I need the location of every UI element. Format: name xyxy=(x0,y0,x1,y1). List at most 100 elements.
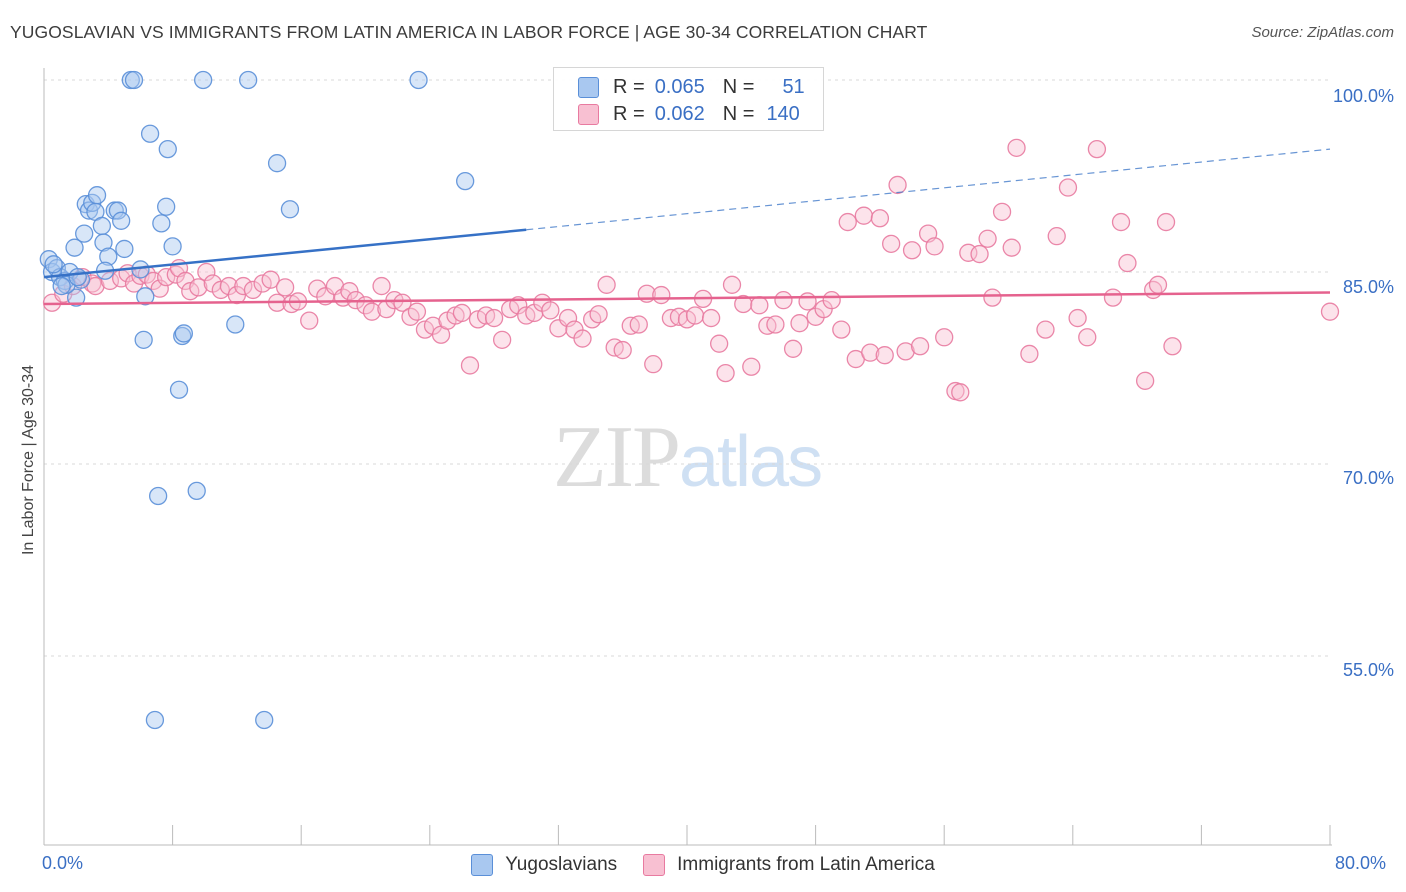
point-yugoslavian xyxy=(108,201,128,220)
point-latin-america xyxy=(861,343,880,362)
point-latin-america xyxy=(902,241,922,260)
x-tick-label-max: 80.0% xyxy=(1335,853,1387,873)
point-latin-america xyxy=(925,237,944,256)
point-latin-america xyxy=(882,234,901,253)
point-yugoslavian xyxy=(65,238,84,257)
point-latin-america xyxy=(393,293,412,312)
point-latin-america xyxy=(558,308,578,328)
point-latin-america xyxy=(685,306,705,325)
point-yugoslavian xyxy=(158,139,177,159)
point-latin-america xyxy=(750,296,769,315)
point-latin-america xyxy=(275,278,295,297)
point-latin-america xyxy=(1020,344,1039,364)
r-label: R = xyxy=(613,102,645,125)
y-tick-label-100: 100.0% xyxy=(1332,86,1394,106)
point-latin-america xyxy=(910,337,930,356)
legend-label: Yugoslavians xyxy=(505,854,618,875)
point-latin-america xyxy=(613,340,632,360)
n-label: N = xyxy=(722,102,755,125)
n-value: 51 xyxy=(782,75,805,98)
point-latin-america xyxy=(484,308,504,328)
x-tick-label-min: 0.0% xyxy=(42,853,84,873)
point-yugoslavian xyxy=(67,288,86,307)
point-latin-america xyxy=(970,244,989,264)
source-credit: Source: ZipAtlas.com xyxy=(1251,24,1394,41)
point-latin-america xyxy=(716,363,735,383)
point-latin-america xyxy=(838,212,857,232)
watermark-atlas: atlas xyxy=(679,422,823,502)
point-latin-america xyxy=(573,329,592,348)
point-yugoslavian xyxy=(456,171,475,191)
legend-item-latin-america[interactable]: Immigrants from Latin America xyxy=(643,854,935,876)
trendline-latin-america xyxy=(43,291,1331,306)
point-yugoslavian xyxy=(193,70,213,90)
point-latin-america xyxy=(822,291,841,310)
point-latin-america xyxy=(734,294,753,314)
point-yugoslavian xyxy=(174,324,194,343)
point-latin-america xyxy=(1047,227,1066,246)
y-tick-label-85: 85.0% xyxy=(1342,277,1394,297)
point-latin-america xyxy=(935,328,954,347)
point-latin-america xyxy=(629,315,648,334)
point-latin-america xyxy=(1163,337,1182,356)
point-latin-america xyxy=(1320,302,1340,321)
n-label: N = xyxy=(722,75,755,98)
point-latin-america xyxy=(978,229,997,248)
r-label: R = xyxy=(613,75,645,98)
point-yugoslavian xyxy=(44,255,63,274)
point-latin-america xyxy=(234,276,253,296)
point-yugoslavian xyxy=(157,197,176,216)
point-latin-america xyxy=(1135,371,1155,390)
point-latin-america xyxy=(1007,138,1026,157)
point-latin-america xyxy=(870,209,890,228)
point-yugoslavian xyxy=(94,233,113,252)
point-latin-america xyxy=(197,262,216,282)
point-yugoslavian xyxy=(68,267,87,287)
point-yugoslavian xyxy=(169,380,189,399)
point-latin-america xyxy=(992,202,1012,221)
point-latin-america xyxy=(1118,253,1137,273)
point-latin-america xyxy=(1148,275,1168,294)
point-latin-america xyxy=(243,280,263,300)
legend-item-yugoslavians[interactable]: Yugoslavians xyxy=(471,854,617,876)
y-axis-label: In Labor Force | Age 30-34 xyxy=(20,364,37,556)
point-yugoslavian xyxy=(163,237,182,256)
y-tick-label-70: 70.0% xyxy=(1342,468,1394,488)
point-latin-america xyxy=(766,315,785,334)
point-latin-america xyxy=(1058,178,1078,197)
point-latin-america xyxy=(589,305,608,324)
point-yugoslavian xyxy=(255,710,274,730)
point-latin-america xyxy=(340,282,359,301)
point-latin-america xyxy=(189,278,208,297)
point-latin-america xyxy=(261,270,280,289)
watermark-zip: ZIP xyxy=(553,409,681,506)
point-latin-america xyxy=(1111,212,1131,232)
point-latin-america xyxy=(644,355,663,374)
point-yugoslavian xyxy=(52,276,71,296)
series-legend: Yugoslavians Immigrants from Latin Ameri… xyxy=(0,852,1406,878)
point-latin-america xyxy=(888,175,907,195)
point-yugoslavian xyxy=(134,330,153,349)
legend-swatch-blue xyxy=(471,854,494,876)
point-yugoslavian xyxy=(140,124,160,143)
point-latin-america xyxy=(100,271,120,291)
point-yugoslavian xyxy=(136,287,155,306)
stats-legend: R = 0.065 N = 51 R = 0.062 N = 140 xyxy=(553,67,824,131)
point-yugoslavian xyxy=(267,154,287,173)
point-latin-america xyxy=(1103,288,1123,307)
point-latin-america xyxy=(1002,238,1021,257)
point-latin-america xyxy=(362,302,382,321)
point-yugoslavian xyxy=(148,486,168,506)
point-yugoslavian xyxy=(409,70,428,90)
point-yugoslavian xyxy=(239,70,258,90)
point-latin-america xyxy=(1156,212,1176,232)
point-latin-america xyxy=(460,356,480,375)
trendline-yugoslavian-extension xyxy=(526,148,1331,231)
point-yugoslavian xyxy=(92,216,112,236)
point-yugoslavian xyxy=(145,710,165,730)
point-latin-america xyxy=(597,275,616,294)
y-tick-label-55: 55.0% xyxy=(1342,660,1394,680)
point-latin-america xyxy=(951,383,970,402)
point-latin-america xyxy=(854,206,873,225)
